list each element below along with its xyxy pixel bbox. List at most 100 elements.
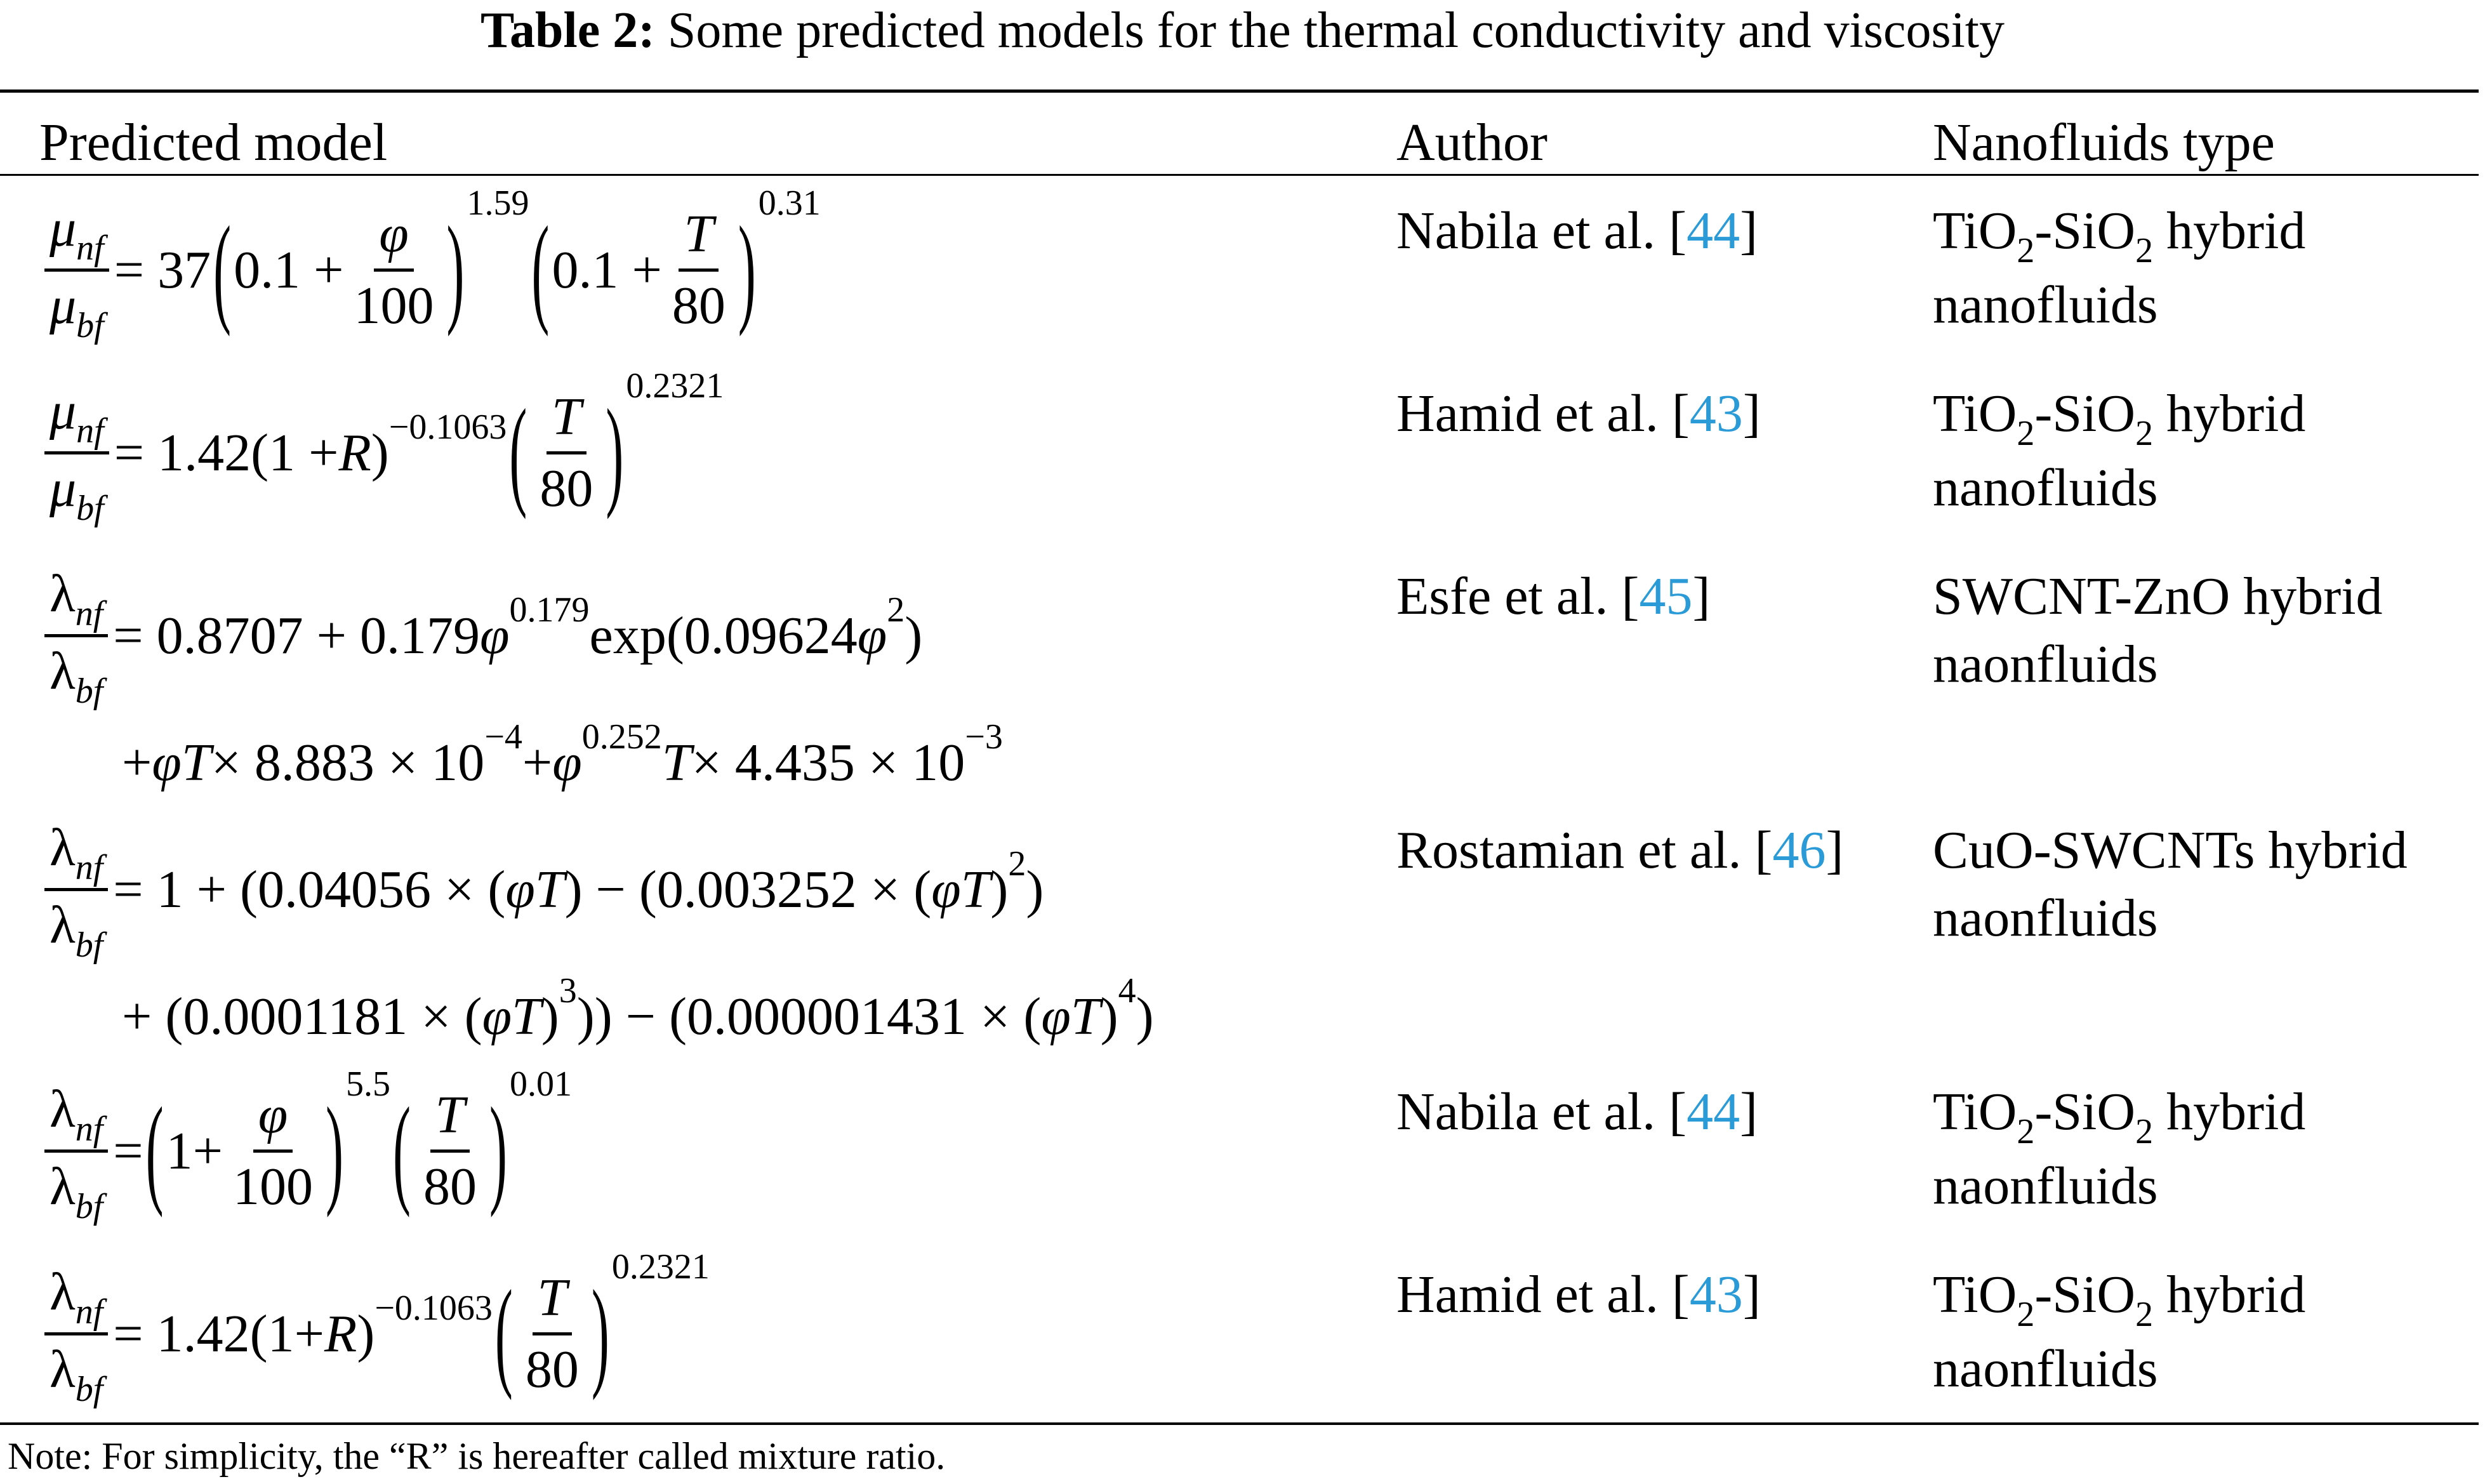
author-text: ]: [1742, 384, 1761, 443]
numerator: T: [430, 1083, 470, 1153]
superscript: 2: [1008, 844, 1026, 884]
math-text: ): [357, 1304, 375, 1363]
reference-link[interactable]: 43: [1689, 1265, 1743, 1324]
math-text: ): [1136, 986, 1154, 1046]
formula-line: + (0.0001181 × (φT) 3)) − (0.000001431 × …: [39, 969, 1372, 1064]
math-variable: φ: [857, 606, 887, 665]
author-cell: Esfe et al. [45]: [1396, 562, 1917, 630]
author-text: ]: [1826, 821, 1844, 880]
math-text: hybrid nanofluids: [1933, 201, 2306, 335]
math-text: ): [990, 859, 1009, 919]
math-text: ): [541, 986, 559, 1046]
math-text: TiO: [1933, 1265, 2017, 1324]
type-cell: SWCNT-ZnO hybrid naonfluids: [1933, 562, 2479, 698]
fraction: T 80: [534, 385, 598, 520]
reference-link[interactable]: 44: [1686, 201, 1740, 260]
superscript: 4: [1118, 971, 1136, 1010]
denominator: 100: [228, 1153, 318, 1219]
math-text: +: [122, 732, 152, 792]
header-cell: Nanofluids type: [1933, 113, 2275, 172]
subscript: bf: [75, 925, 103, 965]
math-text: 80: [525, 1339, 579, 1399]
formula-line: λnf λbf = 1 + (0.04056 × (φT) − (0.003252…: [39, 810, 1372, 969]
reference-link[interactable]: 43: [1689, 384, 1743, 443]
table-label: Table 2:: [480, 3, 655, 58]
superscript: 0.252: [581, 717, 662, 757]
superscript: 2: [887, 590, 905, 630]
subscript: nf: [76, 411, 104, 451]
numerator: μnf: [44, 380, 109, 454]
math-text: 80: [672, 275, 726, 335]
denominator: λbf: [44, 637, 108, 711]
math-variable: φT: [505, 859, 565, 919]
header-cell: Predicted model: [39, 113, 388, 172]
math-text: 1+: [166, 1121, 223, 1181]
subscript: nf: [75, 1292, 103, 1332]
superscript: 0.2321: [626, 366, 724, 406]
math-variable: φT: [152, 732, 211, 792]
author-text: ]: [1740, 1082, 1758, 1141]
math-text: -SiO: [2034, 1082, 2136, 1141]
math-text: λ: [50, 1339, 76, 1399]
numerator: μnf: [44, 197, 109, 272]
math-text: TiO: [1933, 384, 2017, 443]
fraction: T 80: [667, 202, 731, 338]
fraction: λnf λbf: [44, 1078, 109, 1226]
formula-line: λnf λbf = 1.42(1+ R) −0.1063(T 80) 0.2321: [39, 1247, 1372, 1413]
author-text: Hamid et al. [: [1396, 1265, 1690, 1324]
math-variable: μ: [50, 381, 77, 441]
math-text: )) − (0.000001431 × (: [576, 986, 1042, 1046]
denominator: λbf: [44, 891, 108, 965]
math-text: λ: [50, 564, 76, 623]
author-text: ]: [1740, 201, 1758, 260]
type-cell: CuO-SWCNTs hybrid naonfluids: [1933, 816, 2479, 952]
bottom-rule: [0, 1422, 2479, 1425]
math-variable: T: [551, 387, 581, 446]
superscript: 5.5: [346, 1064, 391, 1104]
math-text: 80: [423, 1156, 477, 1216]
reference-link[interactable]: 44: [1686, 1082, 1740, 1141]
math-variable: φ: [552, 732, 582, 792]
type-cell: TiO2-SiO2 hybrid nanofluids: [1933, 197, 2479, 339]
model-cell: λnf λbf = 1 + (0.04056 × (φT) − (0.003252…: [39, 810, 1372, 1064]
author-text: Nabila et al. [: [1396, 201, 1687, 260]
math-text: 100: [354, 275, 434, 335]
subscript: 2: [2135, 414, 2154, 453]
large-paren: (: [145, 1083, 164, 1219]
superscript: 0.01: [509, 1064, 572, 1104]
math-variable: μ: [50, 458, 77, 518]
author-text: ]: [1692, 567, 1711, 626]
superscript: 1.59: [467, 183, 529, 223]
model-cell: μnf μbf = 1.42(1 + R) −0.1063(T 80) 0.2321: [39, 366, 1372, 532]
math-text: ): [905, 606, 923, 665]
subscript: bf: [76, 305, 104, 345]
numerator: T: [532, 1266, 573, 1335]
math-text: -SiO: [2034, 384, 2136, 443]
fraction: λnf λbf: [44, 816, 109, 965]
denominator: 80: [667, 272, 731, 338]
math-text: 80: [540, 458, 593, 518]
type-cell: TiO2-SiO2 hybrid naonfluids: [1933, 1078, 2479, 1220]
denominator: λbf: [44, 1335, 108, 1409]
reference-link[interactable]: 46: [1772, 821, 1826, 880]
math-text: TiO: [1933, 201, 2017, 260]
math-text: CuO-SWCNTs hybrid naonfluids: [1933, 821, 2408, 948]
numerator: φ: [253, 1083, 293, 1153]
subscript: 2: [2017, 1112, 2035, 1151]
superscript: −3: [965, 717, 1003, 757]
superscript: 0.31: [758, 183, 821, 223]
math-variable: R: [324, 1304, 357, 1363]
math-variable: φ: [480, 606, 510, 665]
math-text: = 1.42(1 +: [114, 423, 339, 482]
math-text: =: [113, 1121, 143, 1181]
reference-link[interactable]: 45: [1639, 567, 1693, 626]
author-cell: Hamid et al. [43]: [1396, 1261, 1917, 1328]
table-note: Note: For simplicity, the “R” is hereaft…: [8, 1435, 946, 1477]
model-cell: μnf μbf = 37(0.1 + φ 100) 1.59(0.1 + T 80) 0.…: [39, 183, 1372, 349]
author-text: Esfe et al. [: [1396, 567, 1640, 626]
math-variable: μ: [50, 275, 77, 335]
large-paren: ): [326, 1083, 344, 1219]
type-cell: TiO2-SiO2 hybrid naonfluids: [1933, 1261, 2479, 1403]
